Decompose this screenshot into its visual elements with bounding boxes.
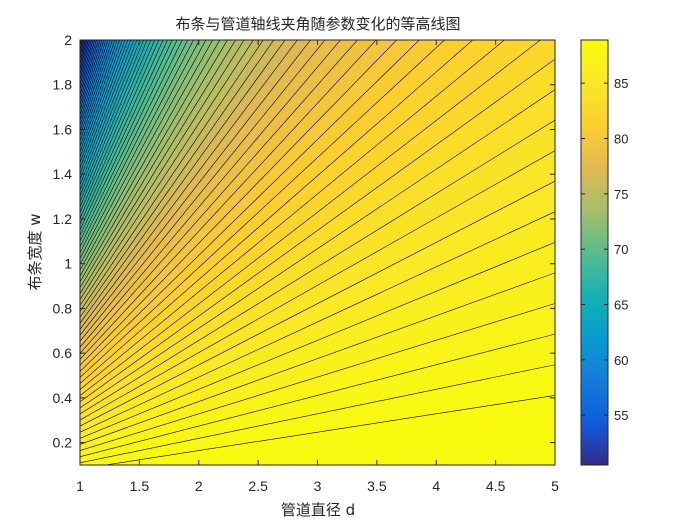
contour-lines [80,40,555,465]
colorbar-tick-label: 85 [614,76,628,91]
chart-title: 布条与管道轴线夹角随参数变化的等高线图 [175,15,460,33]
contour-line [80,333,555,458]
contour-line [80,150,555,421]
contour-line [80,40,228,288]
y-tick-label: 1.4 [53,166,73,182]
contour-line [80,40,236,294]
x-axis-ticks: 1 1.5 2 2.5 3 3.5 4 4.5 5 [76,40,559,494]
colorbar-tick-label: 55 [614,408,628,423]
x-tick-label: 3.5 [367,478,387,494]
contour-line [80,40,445,378]
contour-line [80,40,183,248]
y-tick-label: 0.4 [53,390,73,406]
contour-line [103,395,555,465]
contour-line [80,40,245,300]
contour-line [80,89,555,409]
contour-line [80,40,275,318]
colorbar-tick-label: 65 [614,298,628,313]
contour-line [80,40,200,265]
contour-line [80,40,377,360]
x-tick-label: 5 [551,478,559,494]
colorbar: 55 60 65 70 75 80 85 [580,39,628,466]
y-tick-label: 0.6 [53,345,73,361]
contour-line [80,40,420,372]
x-tick-label: 3 [314,478,322,494]
y-tick-label: 2 [64,32,72,48]
contour-line [80,40,173,236]
contour-line [80,119,555,415]
colorbar-tick-label: 60 [614,353,628,368]
y-tick-label: 1.2 [53,211,73,227]
contour-line [80,40,474,384]
colorbar-ticks: 55 60 65 70 75 80 85 [581,76,628,423]
contour-line [80,40,311,336]
y-axis-label: 布条宽度 w [26,213,44,290]
contour-line [80,241,555,439]
colorbar-gradient [580,39,609,466]
contour-line [80,211,555,433]
contour-line [80,40,194,259]
y-tick-label: 0.2 [53,435,73,451]
contour-line [80,58,555,402]
contour-line [80,40,207,271]
contour-line [80,40,298,330]
contour-line [80,40,358,354]
contour-line [80,40,178,242]
contour-line [80,40,326,342]
y-tick-label: 1 [64,256,72,272]
x-tick-label: 2 [195,478,203,494]
plot-area: 1 1.5 2 2.5 3 3.5 4 4.5 5 0.2 0.4 0.6 0.8 1 1.2 1.4 1.6… [53,32,560,494]
contour-line [80,40,221,283]
contour-line [80,303,555,451]
contour-fill [80,40,555,465]
contour-line [80,40,541,396]
contour-line [80,40,254,306]
x-tick-label: 2.5 [248,478,268,494]
contour-line [80,40,189,253]
contour-line [80,180,555,427]
contour-line [80,40,168,230]
contour-line [80,40,341,348]
y-axis-ticks: 0.2 0.4 0.6 0.8 1 1.2 1.4 1.6 1.8 2 [53,32,555,451]
y-tick-label: 1.8 [53,77,73,93]
contour-line [80,40,286,324]
colorbar-tick-label: 80 [614,132,628,147]
colorbar-tick-label: 70 [614,242,628,257]
y-tick-label: 1.6 [53,121,73,137]
x-axis-label: 管道直径 d [281,501,355,519]
contour-line [80,40,164,225]
contour-line [80,272,555,445]
contour-line [80,364,555,464]
x-tick-label: 1.5 [130,478,150,494]
contour-line [80,40,505,390]
x-tick-label: 1 [76,478,84,494]
x-tick-label: 4.5 [486,478,506,494]
x-tick-label: 4 [432,478,440,494]
colorbar-tick-label: 75 [614,187,628,202]
contour-line [80,40,264,312]
y-tick-label: 0.8 [53,300,73,316]
contour-line [80,40,213,277]
contour-line [80,40,398,366]
